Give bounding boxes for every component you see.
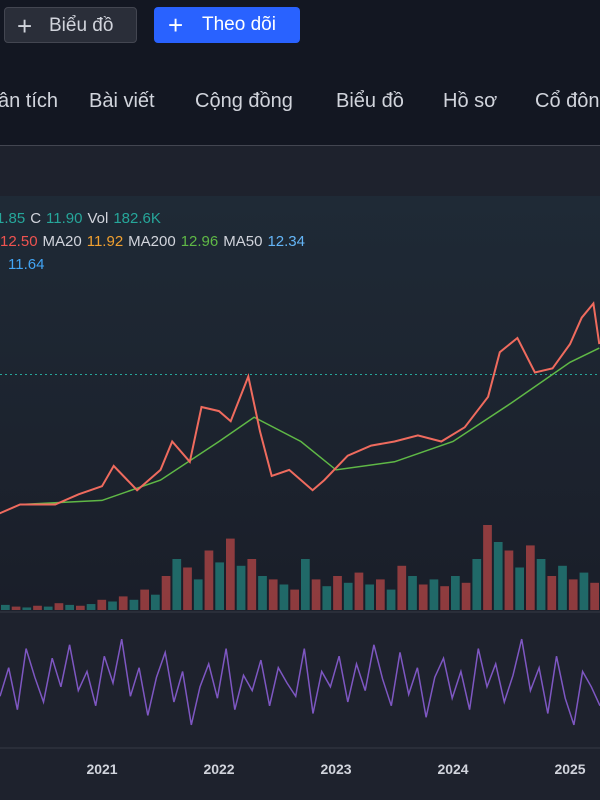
volume-bar — [440, 586, 449, 610]
volume-bar — [215, 562, 224, 610]
x-tick-label: 2025 — [554, 761, 585, 777]
volume-bar — [97, 599, 107, 610]
plus-icon: + — [168, 10, 184, 40]
header: + Biểu đồ + Theo dõi ân tích Bài viết Cộng… — [0, 0, 600, 146]
volume-bar — [568, 579, 578, 610]
volume-bar — [129, 599, 139, 610]
legend-item: C — [30, 210, 41, 227]
x-tick-label: 2021 — [86, 761, 117, 777]
nav-item[interactable]: Hồ sơ — [443, 90, 498, 112]
nav-item[interactable]: Bài viết — [89, 90, 155, 112]
nav-item[interactable]: Cổ đôn — [535, 90, 600, 112]
legend-item: 12.96 — [181, 233, 219, 250]
volume-bar — [161, 576, 171, 610]
volume-bar — [451, 576, 460, 610]
volume-bar — [279, 584, 289, 610]
volume-bar — [236, 565, 246, 610]
legend-row: 1.85 C 11.90 Vol 182.6K — [0, 210, 161, 227]
legend-item: 1.85 — [0, 210, 25, 227]
volume-bar — [493, 542, 503, 610]
x-tick-label: 2022 — [203, 761, 234, 777]
volume-bar — [43, 606, 53, 610]
volume-bar — [22, 607, 32, 610]
legend-item: 11.64 — [8, 256, 44, 273]
volume-bar — [172, 559, 182, 610]
rsi-line — [0, 638, 600, 726]
volume-bar — [33, 605, 42, 610]
legend-item: 11.92 — [87, 233, 123, 250]
volume-bar — [590, 582, 599, 610]
volume-bar — [333, 576, 342, 610]
x-tick-label: 2020 — [0, 761, 1, 777]
button-label: Theo dõi — [202, 14, 276, 35]
series-line — [0, 301, 600, 515]
follow-button[interactable]: + Theo dõi — [154, 7, 300, 43]
volume-bar — [140, 589, 149, 610]
series-line — [20, 347, 600, 506]
volume-bar — [108, 601, 117, 610]
volume-bar — [118, 596, 128, 610]
volume-bar — [472, 559, 482, 610]
x-tick-label: 2023 — [320, 761, 351, 777]
volume-bar — [343, 582, 353, 610]
legend-item: Vol — [87, 210, 108, 227]
legend-item: 11.90 — [46, 210, 82, 227]
volume-bar — [365, 584, 374, 610]
volume-bar — [376, 579, 385, 610]
volume-bar — [268, 579, 278, 610]
volume-bar — [322, 586, 332, 610]
volume-bar — [526, 545, 535, 610]
volume-bar — [11, 606, 21, 610]
plus-icon: + — [17, 11, 33, 41]
volume-bar — [408, 576, 417, 610]
volume-bar — [429, 579, 439, 610]
volume-bar — [418, 584, 428, 610]
legend-row: 12.50 MA20 11.92 MA200 12.96 MA50 12.34 — [0, 233, 305, 250]
price-pane — [0, 196, 600, 610]
volume-bar — [258, 576, 267, 610]
volume-bar — [54, 603, 64, 610]
volume-bar — [226, 538, 235, 610]
volume-bar — [397, 565, 407, 610]
volume-bar — [461, 582, 471, 610]
volume-bar — [558, 565, 567, 610]
volume-bar — [1, 604, 10, 610]
volume-bar — [290, 589, 299, 610]
volume-bar — [204, 550, 214, 610]
nav-item[interactable]: Biểu đồ — [336, 90, 404, 112]
volume-bar — [579, 572, 589, 610]
legend-item: 12.50 — [0, 233, 38, 250]
volume-bar — [536, 559, 546, 610]
volume-bar — [247, 559, 257, 610]
volume-bar — [301, 559, 310, 610]
volume-bar — [483, 525, 492, 610]
volume-bar — [515, 567, 524, 610]
chart-button[interactable]: + Biểu đồ — [4, 7, 137, 43]
volume-bar — [311, 579, 321, 610]
button-label: Biểu đồ — [49, 15, 114, 36]
legend-row: 11.64 — [8, 256, 44, 273]
volume-bar — [151, 594, 160, 610]
volume-bar — [504, 550, 514, 610]
volume-bar — [86, 604, 96, 610]
nav-item[interactable]: Cộng đồng — [195, 90, 293, 112]
volume-bar — [354, 572, 364, 610]
legend-item: MA200 — [128, 233, 176, 250]
volume-bar — [193, 579, 203, 610]
x-tick-label: 2024 — [437, 761, 468, 777]
volume-bar — [76, 605, 85, 610]
volume-bar — [547, 576, 557, 610]
legend-item: MA50 — [223, 233, 262, 250]
legend-item: 182.6K — [113, 210, 161, 227]
legend-item: 12.34 — [267, 233, 305, 250]
chart: 2020 2021 2022 2023 2024 2025 1.85 C 11.90 Vol 182… — [0, 196, 600, 777]
legend-item: MA20 — [43, 233, 82, 250]
nav-item[interactable]: ân tích — [0, 90, 59, 112]
volume-bar — [65, 604, 74, 610]
volume-bar — [183, 567, 192, 610]
volume-bar — [386, 589, 396, 610]
